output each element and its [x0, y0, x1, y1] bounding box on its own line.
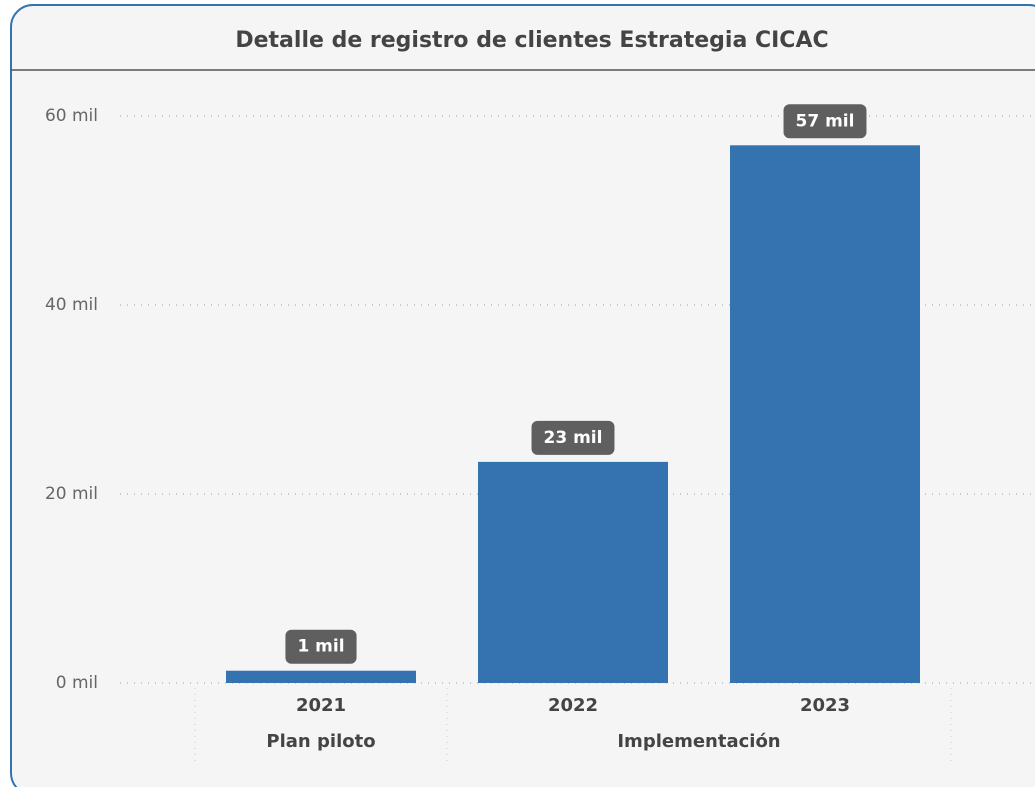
value-label: 23 mil	[544, 428, 603, 448]
bar	[226, 670, 416, 683]
value-label: 57 mil	[796, 111, 855, 131]
value-label-box	[783, 104, 867, 139]
x-tick-label: 2022	[548, 695, 598, 716]
y-tick-label: 0 mil	[56, 673, 98, 693]
value-label: 1 mil	[297, 637, 344, 657]
y-tick-label: 20 mil	[45, 484, 98, 504]
group-label: Plan piloto	[266, 731, 375, 752]
x-tick-label: 2021	[296, 695, 346, 716]
bar	[478, 461, 668, 683]
y-tick-label: 40 mil	[45, 295, 98, 315]
group-label: Implementación	[617, 731, 780, 752]
value-label-box	[531, 420, 615, 455]
chart-title: Detalle de registro de clientes Estrateg…	[235, 28, 828, 53]
x-tick-label: 2023	[800, 695, 850, 716]
bar	[730, 145, 920, 684]
value-label-box	[285, 629, 357, 664]
y-tick-label: 60 mil	[45, 106, 98, 126]
